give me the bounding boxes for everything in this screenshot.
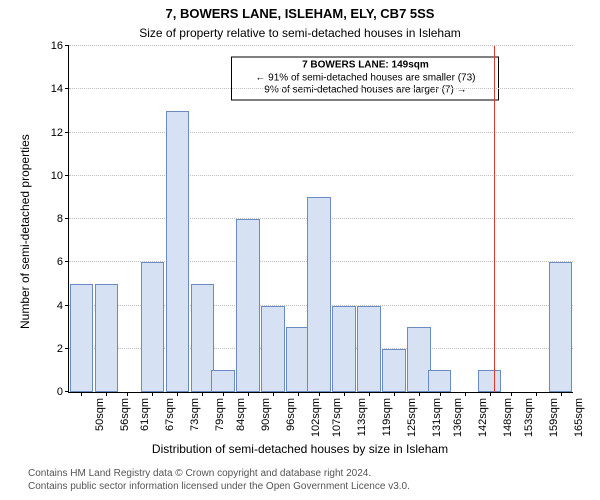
histogram-bar [549,262,573,392]
ytick-label: 6 [57,256,63,268]
grid-line [69,88,573,89]
attribution-line-1: Contains HM Land Registry data © Crown c… [28,468,600,481]
chart-container: 7, BOWERS LANE, ISLEHAM, ELY, CB7 5SS Si… [0,0,600,500]
xtick-label: 90sqm [260,392,272,448]
xtick-label: 119sqm [381,392,393,448]
xtick-mark [106,392,107,396]
histogram-bar [95,284,119,392]
ytick-label: 12 [51,127,63,139]
xtick-mark [344,392,345,396]
xtick-label: 67sqm [164,392,176,448]
ytick-mark [65,175,69,176]
xtick-label: 61sqm [139,392,151,448]
xtick-label: 96sqm [285,392,297,448]
ytick-label: 16 [51,40,63,52]
xtick-label: 131sqm [431,392,443,448]
attribution-line-2: Contains public sector information licen… [28,481,600,494]
xtick-mark [319,392,320,396]
histogram-bar [261,306,285,393]
annotation-box: 7 BOWERS LANE: 149sqm ← 91% of semi-deta… [231,57,499,101]
ytick-label: 2 [57,343,63,355]
histogram-bar [332,306,356,393]
ytick-mark [65,348,69,349]
ytick-label: 10 [51,170,63,182]
xtick-label: 148sqm [502,392,514,448]
histogram-bar [166,111,190,392]
xtick-mark [298,392,299,396]
xtick-label: 142sqm [477,392,489,448]
xtick-mark [536,392,537,396]
xtick-mark [419,392,420,396]
annotation-line-2: 9% of semi-detached houses are larger (7… [236,85,494,98]
annotation-line-1: ← 91% of semi-detached houses are smalle… [236,72,494,85]
xtick-mark [511,392,512,396]
xtick-label: 125sqm [406,392,418,448]
xtick-mark [152,392,153,396]
x-axis-label: Distribution of semi-detached houses by … [0,442,600,456]
xtick-mark [248,392,249,396]
xtick-mark [440,392,441,396]
xtick-label: 102sqm [310,392,322,448]
xtick-mark [202,392,203,396]
histogram-bar [236,219,260,392]
xtick-mark [465,392,466,396]
xtick-label: 159sqm [548,392,560,448]
ytick-mark [65,261,69,262]
xtick-label: 113sqm [356,392,368,448]
histogram-bar [357,306,381,393]
xtick-label: 73sqm [189,392,201,448]
xtick-mark [561,392,562,396]
ytick-label: 14 [51,83,63,95]
xtick-label: 136sqm [452,392,464,448]
annotation-title: 7 BOWERS LANE: 149sqm [236,60,494,73]
histogram-bar [478,370,502,392]
ytick-mark [65,305,69,306]
histogram-bar [382,349,406,392]
xtick-mark [127,392,128,396]
xtick-label: 107sqm [331,392,343,448]
plot-area: 7 BOWERS LANE: 149sqm ← 91% of semi-deta… [68,46,573,393]
grid-line [69,175,573,176]
ytick-mark [65,132,69,133]
ytick-label: 8 [57,213,63,225]
ytick-mark [65,88,69,89]
y-axis-label: Number of semi-detached properties [18,134,32,329]
histogram-bar [141,262,165,392]
attribution: Contains HM Land Registry data © Crown c… [0,468,600,493]
xtick-mark [490,392,491,396]
ytick-mark [65,391,69,392]
xtick-label: 56sqm [119,392,131,448]
histogram-bar [211,370,235,392]
ytick-mark [65,45,69,46]
xtick-label: 50sqm [94,392,106,448]
reference-line [494,46,495,392]
ytick-label: 4 [57,300,63,312]
xtick-mark [394,392,395,396]
xtick-label: 153sqm [523,392,535,448]
xtick-mark [81,392,82,396]
xtick-mark [369,392,370,396]
histogram-bar [307,197,331,392]
xtick-mark [273,392,274,396]
xtick-mark [223,392,224,396]
chart-subtitle: Size of property relative to semi-detach… [0,26,600,40]
grid-line [69,45,573,46]
ytick-mark [65,218,69,219]
xtick-label: 165sqm [573,392,585,448]
ytick-label: 0 [57,386,63,398]
histogram-bar [428,370,452,392]
histogram-bar [70,284,94,392]
xtick-label: 84sqm [235,392,247,448]
xtick-label: 79sqm [214,392,226,448]
chart-title: 7, BOWERS LANE, ISLEHAM, ELY, CB7 5SS [0,6,600,21]
xtick-mark [177,392,178,396]
grid-line [69,132,573,133]
